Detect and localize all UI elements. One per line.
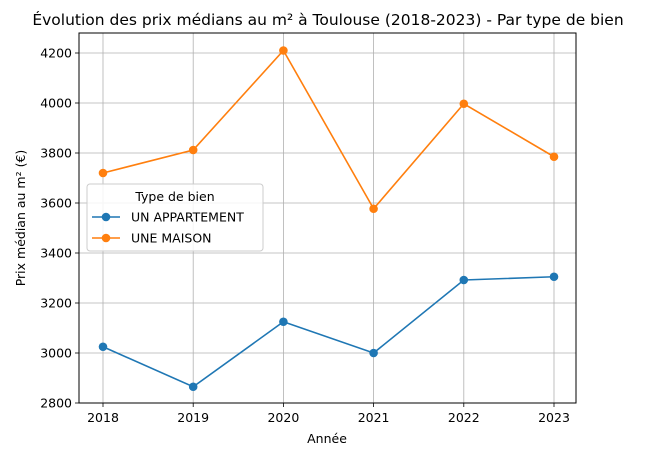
legend-label: UN APPARTEMENT bbox=[131, 210, 244, 225]
data-point bbox=[369, 348, 378, 358]
y-tick-label: 3200 bbox=[40, 296, 72, 311]
x-axis-label: Année bbox=[307, 431, 347, 446]
y-tick-label: 3600 bbox=[40, 196, 72, 211]
x-tick-label: 2019 bbox=[177, 410, 209, 425]
series-une-maison bbox=[98, 46, 559, 214]
data-point bbox=[98, 342, 108, 352]
data-point bbox=[188, 145, 198, 155]
series-layer bbox=[98, 46, 559, 392]
data-point bbox=[549, 272, 559, 282]
x-tick-label: 2022 bbox=[448, 410, 480, 425]
data-point bbox=[279, 317, 288, 327]
y-axis-label: Prix médian au m² (€) bbox=[13, 150, 28, 287]
y-tick-label: 2800 bbox=[40, 396, 72, 411]
data-point bbox=[549, 152, 559, 162]
series-un-appartement bbox=[98, 272, 559, 392]
y-tick-label: 3000 bbox=[40, 346, 72, 361]
plot-frame bbox=[78, 32, 577, 404]
data-point bbox=[188, 382, 198, 392]
x-tick-label: 2023 bbox=[538, 410, 570, 425]
series-line bbox=[102, 49, 555, 211]
legend-title: Type de bien bbox=[134, 189, 214, 204]
data-point bbox=[369, 204, 378, 214]
series-line bbox=[102, 275, 555, 388]
y-tick-label: 3800 bbox=[40, 146, 72, 161]
legend-entry: UN APPARTEMENT bbox=[92, 210, 244, 225]
chart-title: Évolution des prix médians au m² à Toulo… bbox=[32, 10, 623, 29]
data-point bbox=[279, 46, 288, 55]
legend-entry: UNE MAISON bbox=[92, 231, 212, 246]
y-tick-label: 4000 bbox=[40, 96, 72, 111]
x-tick-label: 2020 bbox=[267, 410, 299, 425]
legend: Type de bien UN APPARTEMENT UNE MAISON bbox=[86, 183, 264, 252]
data-point bbox=[459, 99, 469, 109]
data-point bbox=[98, 168, 108, 178]
y-tick-label: 4200 bbox=[40, 46, 72, 61]
x-axis: 2018 2019 2020 2021 2022 2023 bbox=[87, 403, 570, 425]
x-tick-label: 2021 bbox=[358, 410, 390, 425]
data-point bbox=[459, 275, 469, 285]
y-axis: 2800 3000 3200 3400 3600 3800 4000 4200 bbox=[40, 46, 79, 411]
y-tick-label: 3400 bbox=[40, 246, 72, 261]
legend-marker bbox=[101, 233, 111, 243]
x-tick-label: 2018 bbox=[87, 410, 119, 425]
legend-box bbox=[86, 183, 264, 252]
legend-marker bbox=[101, 212, 111, 222]
legend-label: UNE MAISON bbox=[131, 231, 212, 246]
